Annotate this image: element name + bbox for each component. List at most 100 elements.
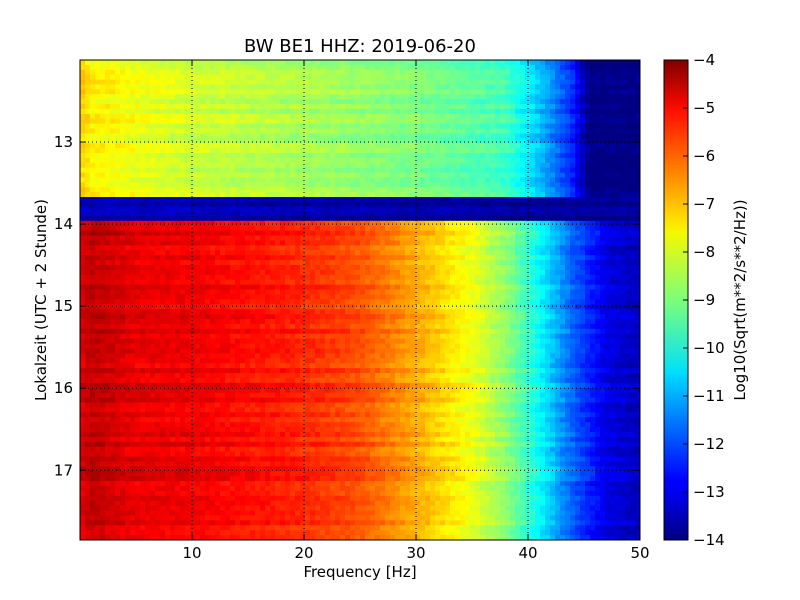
heatmap-cell bbox=[290, 225, 296, 232]
heatmap-cell bbox=[310, 216, 316, 222]
heatmap-cell bbox=[215, 230, 221, 237]
heatmap-cell bbox=[530, 206, 536, 212]
heatmap-cell bbox=[625, 138, 631, 144]
heatmap-cell bbox=[615, 143, 621, 149]
heatmap-cell bbox=[420, 220, 426, 227]
heatmap-cell bbox=[255, 206, 261, 212]
heatmap-cell bbox=[415, 99, 421, 105]
heatmap-cell bbox=[505, 89, 511, 95]
heatmap-cell bbox=[365, 128, 371, 134]
heatmap-cell bbox=[555, 182, 561, 188]
heatmap-cell bbox=[280, 118, 286, 125]
heatmap-cell bbox=[435, 143, 441, 149]
heatmap-cell bbox=[520, 235, 526, 242]
heatmap-cell bbox=[235, 143, 241, 149]
heatmap-cell bbox=[190, 201, 196, 208]
heatmap-cell bbox=[580, 245, 586, 251]
heatmap-cell bbox=[310, 74, 316, 81]
heatmap-cell bbox=[285, 84, 291, 90]
heatmap-cell bbox=[495, 265, 501, 271]
heatmap-cell bbox=[170, 74, 176, 81]
heatmap-cell bbox=[520, 177, 526, 183]
heatmap-cell bbox=[325, 94, 331, 100]
heatmap-cell bbox=[220, 69, 226, 76]
heatmap-cell bbox=[170, 128, 176, 134]
heatmap-cell bbox=[580, 128, 586, 134]
heatmap-cell bbox=[560, 94, 566, 100]
heatmap-cell bbox=[80, 108, 86, 115]
heatmap-cell bbox=[265, 69, 271, 76]
heatmap-cell bbox=[445, 255, 451, 261]
heatmap-cell bbox=[290, 211, 296, 217]
heatmap-cell bbox=[540, 269, 546, 276]
heatmap-cell bbox=[585, 133, 591, 139]
heatmap-cell bbox=[215, 197, 221, 203]
heatmap-cell bbox=[315, 157, 321, 164]
heatmap-cell bbox=[480, 113, 486, 120]
heatmap-cell bbox=[425, 128, 431, 134]
heatmap-cell bbox=[315, 133, 321, 139]
heatmap-cell bbox=[405, 89, 411, 95]
heatmap-cell bbox=[550, 177, 556, 183]
heatmap-cell bbox=[520, 152, 526, 159]
heatmap-cell bbox=[190, 64, 196, 71]
heatmap-cell bbox=[525, 138, 531, 144]
heatmap-cell bbox=[285, 245, 291, 251]
heatmap-cell bbox=[545, 235, 551, 242]
heatmap-cell bbox=[105, 60, 111, 66]
heatmap-cell bbox=[480, 197, 486, 203]
heatmap-cell bbox=[325, 74, 331, 81]
heatmap-cell bbox=[190, 152, 196, 159]
heatmap-cell bbox=[570, 225, 576, 232]
heatmap-cell bbox=[275, 206, 281, 212]
heatmap-cell bbox=[105, 265, 111, 271]
heatmap-cell bbox=[305, 148, 311, 154]
heatmap-cell bbox=[365, 99, 371, 105]
heatmap-cell bbox=[520, 240, 526, 246]
heatmap-cell bbox=[440, 211, 446, 217]
heatmap-cell bbox=[320, 220, 326, 227]
heatmap-cell bbox=[295, 148, 301, 154]
heatmap-cell bbox=[605, 128, 611, 134]
heatmap-cell bbox=[460, 225, 466, 232]
heatmap-cell bbox=[300, 167, 306, 174]
heatmap-cell bbox=[250, 118, 256, 125]
heatmap-cell bbox=[215, 118, 221, 125]
heatmap-cell bbox=[85, 255, 91, 261]
heatmap-cell bbox=[295, 162, 301, 169]
heatmap-cell bbox=[165, 197, 171, 203]
heatmap-cell bbox=[105, 245, 111, 251]
heatmap-cell bbox=[515, 118, 521, 125]
heatmap-cell bbox=[395, 74, 401, 81]
heatmap-cell bbox=[245, 74, 251, 81]
heatmap-cell bbox=[295, 69, 301, 76]
heatmap-cell bbox=[190, 133, 196, 139]
heatmap-cell bbox=[300, 177, 306, 183]
heatmap-cell bbox=[170, 167, 176, 174]
heatmap-cell bbox=[600, 99, 606, 105]
heatmap-cell bbox=[515, 177, 521, 183]
heatmap-cell bbox=[255, 113, 261, 120]
heatmap-cell bbox=[250, 230, 256, 237]
heatmap-cell bbox=[430, 162, 436, 169]
heatmap-cell bbox=[480, 220, 486, 227]
heatmap-cell bbox=[505, 143, 511, 149]
heatmap-cell bbox=[590, 94, 596, 100]
heatmap-cell bbox=[110, 133, 116, 139]
heatmap-cell bbox=[365, 64, 371, 71]
heatmap-cell bbox=[225, 187, 231, 193]
heatmap-cell bbox=[295, 167, 301, 174]
heatmap-cell bbox=[470, 206, 476, 212]
heatmap-cell bbox=[105, 84, 111, 90]
heatmap-cell bbox=[95, 138, 101, 144]
heatmap-cell bbox=[145, 230, 151, 237]
heatmap-cell bbox=[485, 143, 491, 149]
heatmap-cell bbox=[435, 69, 441, 76]
heatmap-cell bbox=[375, 274, 381, 281]
heatmap-cell bbox=[185, 255, 191, 261]
heatmap-cell bbox=[510, 225, 516, 232]
heatmap-cell bbox=[105, 123, 111, 130]
heatmap-cell bbox=[565, 79, 571, 86]
heatmap-cell bbox=[310, 167, 316, 174]
heatmap-cell bbox=[370, 113, 376, 120]
